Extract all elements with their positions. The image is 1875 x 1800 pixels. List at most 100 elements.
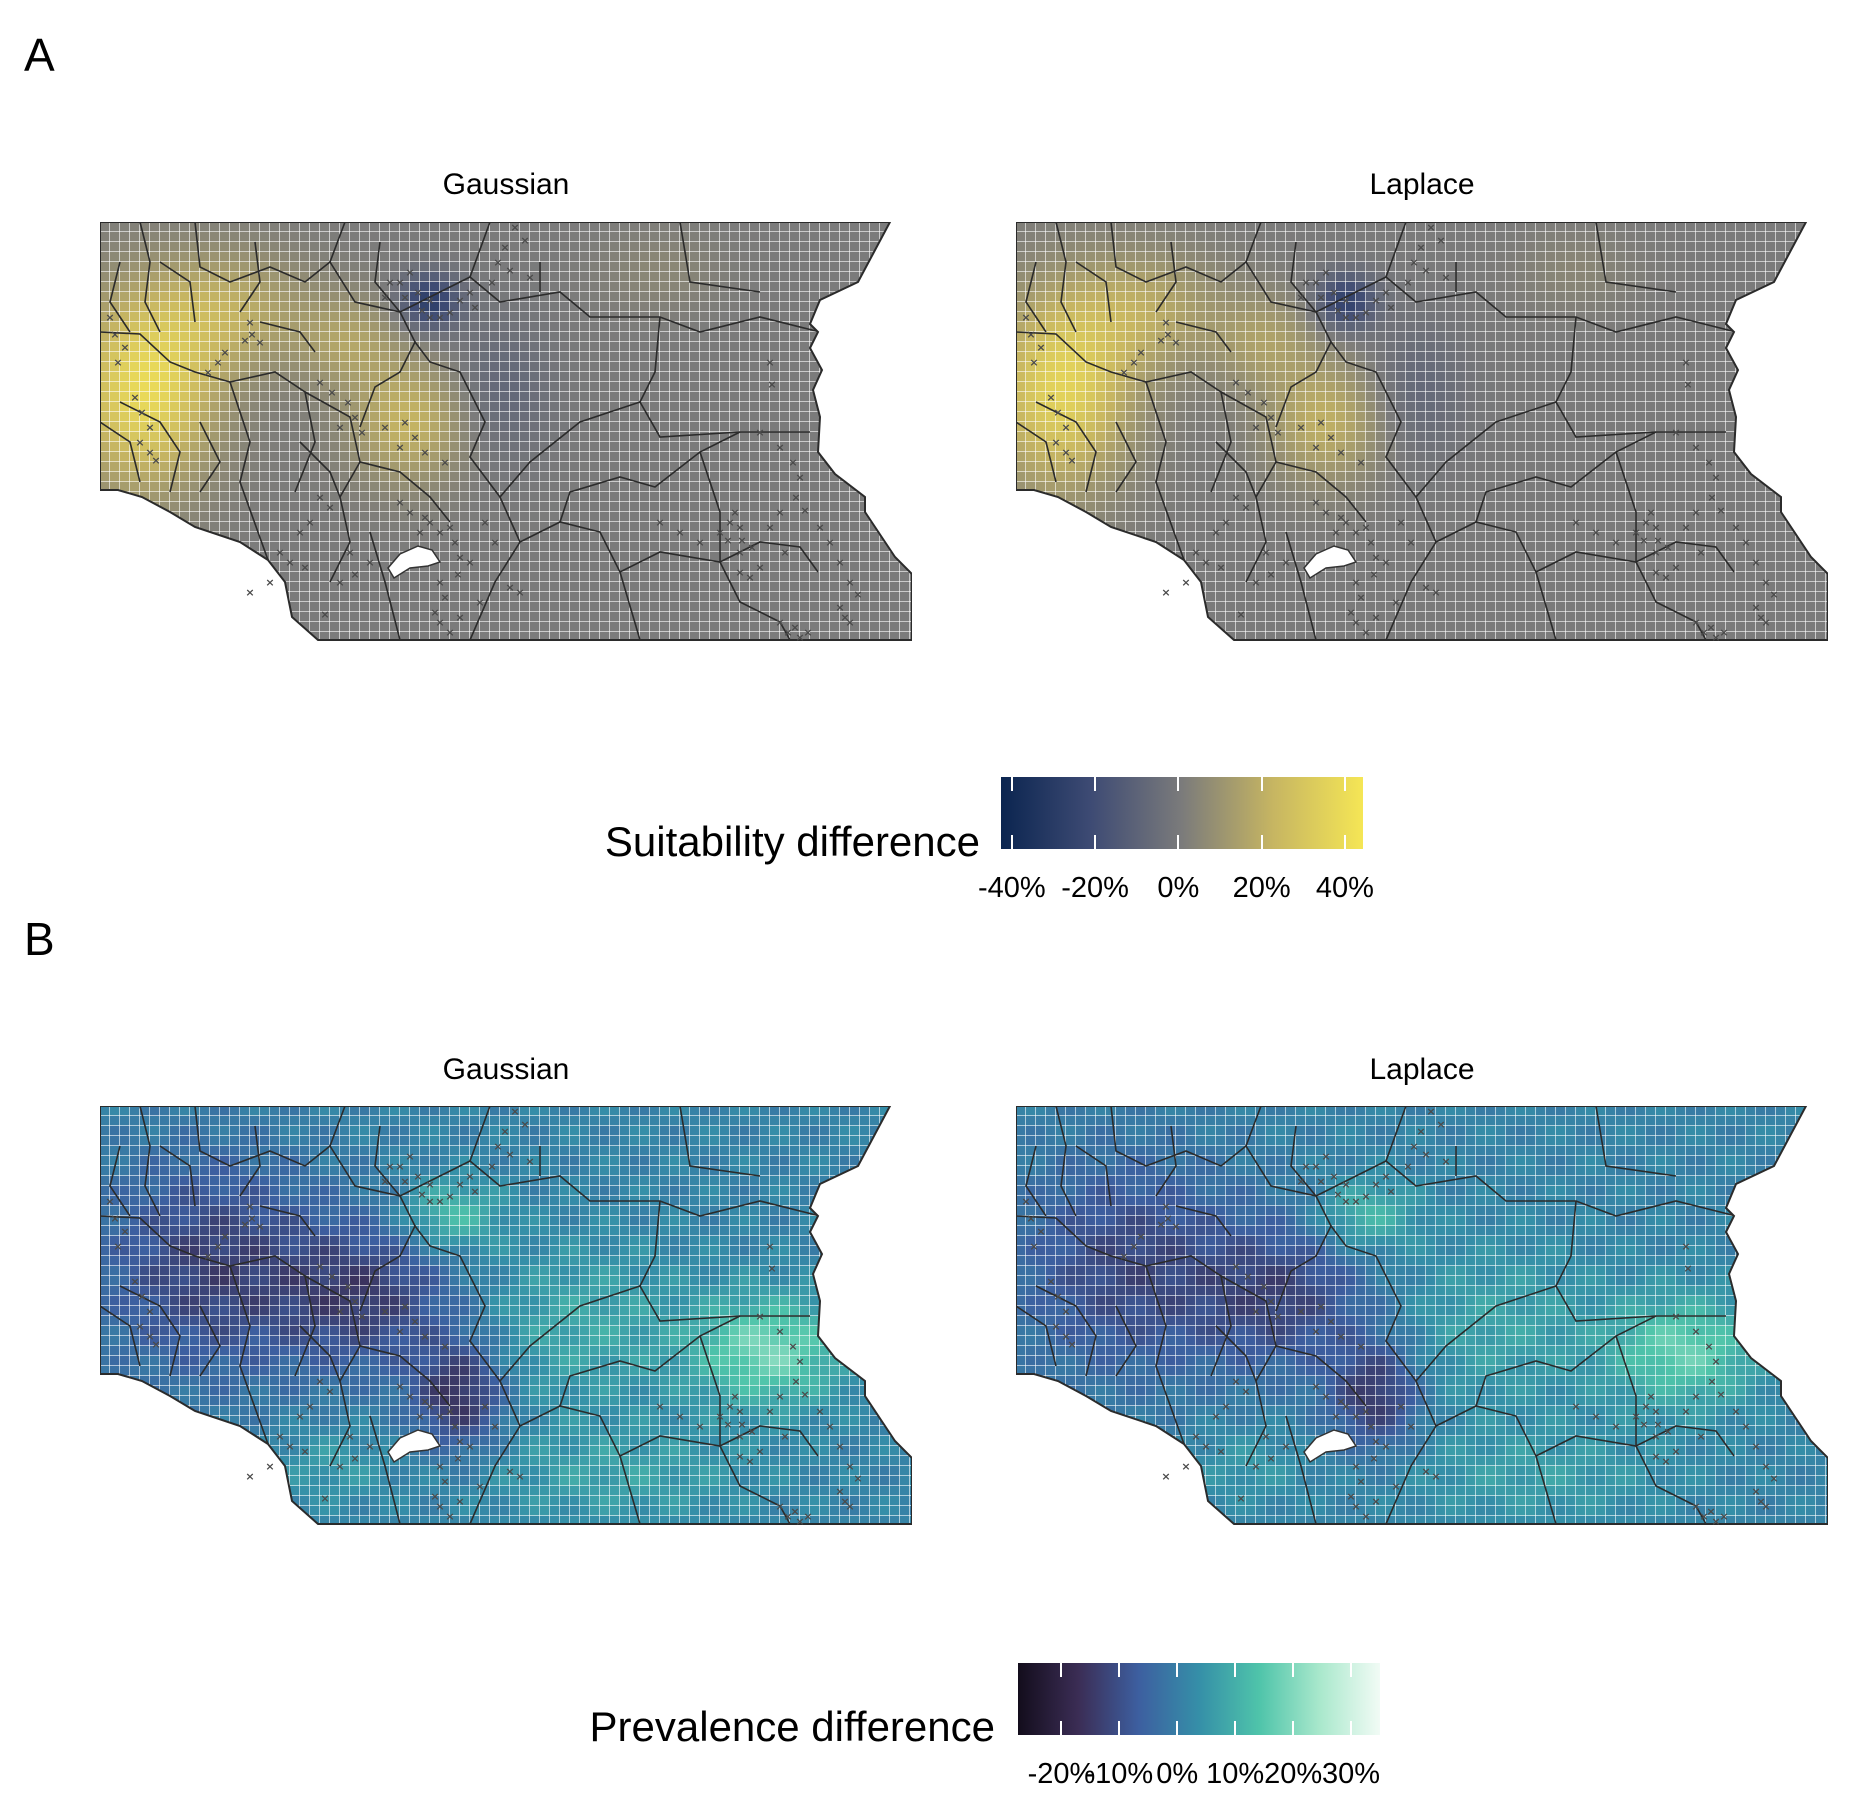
legend-tick-mark [1118,1721,1121,1735]
survey-marker: × [1361,521,1370,534]
panel-letter-b: B [24,913,55,965]
survey-marker: × [1216,561,1225,574]
survey-marker: × [1161,316,1170,329]
survey-marker: × [1391,596,1400,609]
survey-marker: × [1331,526,1340,539]
survey-marker: × [1051,1320,1060,1333]
survey-marker: × [405,1390,414,1403]
survey-marker: × [255,336,264,349]
survey-marker: × [1731,1405,1740,1418]
survey-marker: × [220,346,229,359]
admin-boundary-line [1595,222,1677,293]
survey-marker: × [1683,1262,1692,1275]
legend-tick-mark [1350,1721,1353,1735]
survey-marker: × [130,391,139,404]
survey-marker: × [775,441,784,454]
survey-marker: × [275,546,284,559]
country-outline [1016,1106,1828,1525]
survey-marker: × [1691,616,1700,629]
survey-marker: × [765,1240,774,1253]
survey-marker: × [357,426,366,439]
survey-marker: × [1681,1240,1690,1253]
survey-marker: × [1261,1430,1270,1443]
survey-marker: × [1406,1420,1415,1433]
survey-marker: × [445,306,454,319]
survey-marker: × [1243,386,1252,399]
survey-marker: × [1341,1400,1350,1413]
survey-marker: × [1191,1430,1200,1443]
survey-marker: × [515,1470,524,1483]
survey-marker: × [1769,1472,1778,1485]
survey-marker: × [1021,1195,1030,1208]
survey-marker: × [1716,504,1725,517]
survey-marker: × [1241,1385,1250,1398]
survey-marker: × [1706,621,1715,634]
survey-marker: × [295,526,304,539]
survey-marker: × [453,568,462,581]
survey-marker: × [525,271,534,284]
survey-marker: × [1171,336,1180,349]
survey-marker: × [1316,416,1325,429]
survey-marker: × [285,1440,294,1453]
admin-boundary-line [374,1125,401,1197]
survey-marker: × [1243,1270,1252,1283]
survey-marker: × [315,491,324,504]
survey-marker: × [1136,1230,1145,1243]
survey-marker: × [1409,1140,1418,1153]
survey-marker: × [735,546,744,559]
admin-boundary-line [1330,1225,1437,1524]
survey-marker: × [845,616,854,629]
survey-marker: × [445,1190,454,1203]
survey-marker: × [1296,421,1305,434]
survey-marker: × [1341,1178,1350,1191]
admin-boundary-line [1535,541,1735,573]
survey-marker: × [300,1445,309,1458]
legend-tick-label: -40% [978,872,1046,904]
survey-marker: × [723,534,732,547]
survey-marker: × [825,1420,834,1433]
survey-marker: × [120,1225,129,1238]
survey-marker: × [465,556,474,569]
survey-marker: × [815,1405,824,1418]
survey-marker: × [1361,1510,1370,1523]
survey-marker: × [1231,1260,1240,1273]
survey-marker: × [405,266,414,279]
survey-marker: × [1136,346,1145,359]
admin-boundary-line [1145,381,1185,561]
survey-marker: × [1326,1315,1335,1328]
admin-boundary-line [1220,1275,1277,1467]
admin-boundary-line [139,222,161,333]
survey-marker: × [1061,1330,1070,1343]
admin-boundary-line [469,1160,821,1217]
survey-marker: × [1711,471,1720,484]
survey-marker: × [440,591,449,604]
legend-tick-label: 20% [1264,1758,1323,1790]
survey-marker: × [145,446,154,459]
survey-marker: × [1571,1400,1580,1413]
admin-boundary-line [100,421,141,483]
lake-shape [1303,545,1358,580]
survey-marker: × [1741,1420,1750,1433]
survey-marker: × [1426,222,1435,234]
survey-marker: × [505,1148,514,1161]
map-a-laplace: × × × × × × × × × × × × × × × × × × × × × × × × × × × × × × × × × × × × × × × ×… [1016,222,1828,642]
survey-marker: × [1181,576,1190,589]
survey-marker: × [315,1375,324,1388]
legend-tick-label: -10% [1085,1758,1154,1790]
survey-marker: × [1691,441,1700,454]
survey-marker: × [1351,576,1360,589]
admin-boundary-line [559,431,741,523]
survey-marker: × [1651,1430,1660,1443]
legend-tick-mark [1234,1663,1237,1677]
survey-marker: × [755,561,764,574]
survey-marker: × [1361,1405,1370,1418]
survey-marker: × [1716,1388,1725,1401]
survey-marker: × [1061,446,1070,459]
survey-marker: × [1251,1460,1260,1473]
survey-marker: × [795,631,804,642]
survey-marker: × [1221,1400,1230,1413]
survey-marker: × [1731,521,1740,534]
survey-marker: × [1683,378,1692,391]
survey-marker: × [1026,328,1035,341]
survey-marker: × [835,1440,844,1453]
